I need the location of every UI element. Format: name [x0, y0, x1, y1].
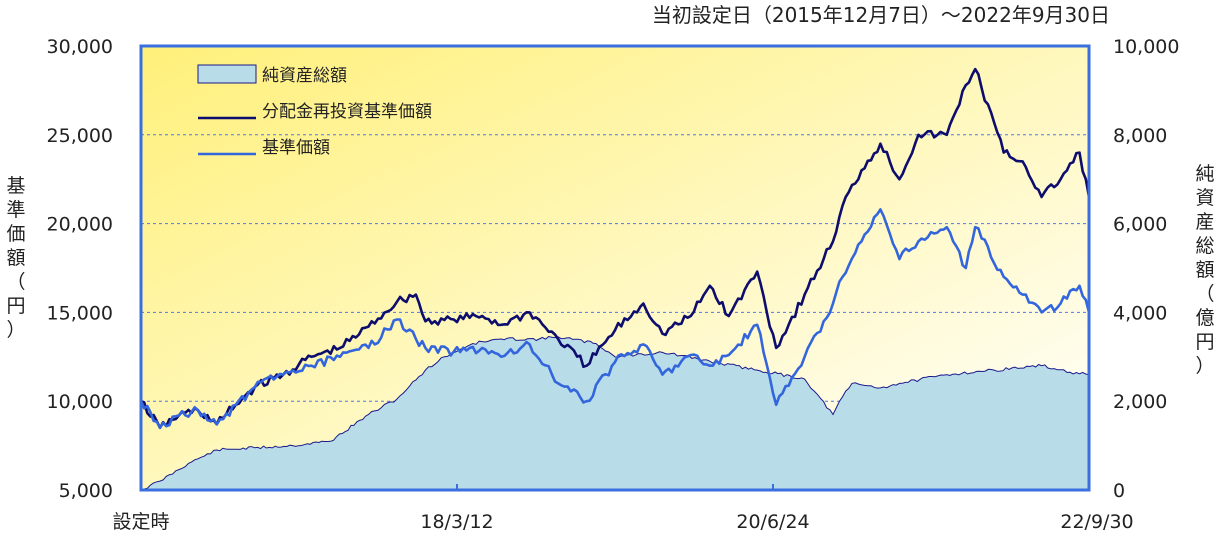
y-right-axis-title-char: ） — [1195, 355, 1214, 377]
y-right-tick-label: 0 — [1113, 480, 1125, 502]
y-left-tick-label: 10,000 — [47, 391, 113, 413]
y-right-tick-label: 10,000 — [1113, 36, 1179, 58]
y-left-axis-title-char: ） — [6, 319, 25, 341]
y-left-tick-label: 15,000 — [47, 302, 113, 324]
y-left-axis-title-char: 価 — [6, 223, 25, 245]
y-right-axis-title-char: 資 — [1195, 187, 1214, 209]
y-right-tick-label: 4,000 — [1113, 302, 1167, 324]
y-right-axis-title-char: （ — [1195, 283, 1214, 305]
y-right-axis-title-char: 純 — [1195, 163, 1214, 185]
y-right-axis-title-char: 産 — [1195, 211, 1214, 233]
x-tick-label: 20/6/24 — [736, 511, 809, 533]
legend-label: 分配金再投資基準価額 — [262, 102, 432, 122]
legend-swatch-net-assets — [197, 64, 257, 84]
y-left-tick-label: 30,000 — [47, 36, 113, 58]
series-nav-line — [139, 208, 1091, 430]
x-tick-label: 18/3/12 — [420, 511, 493, 533]
y-right-axis-title-char: 額 — [1195, 259, 1214, 281]
chart-title: 当初設定日（2015年12月7日）～2022年9月30日 — [652, 3, 1110, 27]
legend-label: 純資産総額 — [262, 66, 347, 86]
x-tick-label: 22/9/30 — [1060, 511, 1133, 533]
series-layer — [139, 67, 1091, 491]
legend-label: 基準価額 — [262, 138, 330, 158]
series-net-assets-area — [140, 335, 1090, 491]
y-left-axis-title-char: 円 — [6, 295, 25, 317]
plot-frame — [139, 44, 1091, 492]
y-right-axis-title-char: 総 — [1195, 235, 1214, 257]
x-tick-label: 設定時 — [112, 511, 169, 533]
y-right-tick-label: 8,000 — [1113, 125, 1167, 147]
y-left-axis-title-char: 額 — [6, 247, 25, 269]
y-left-axis-title-char: 準 — [6, 199, 25, 221]
y-left-tick-label: 20,000 — [47, 214, 113, 236]
y-left-axis-title-char: 基 — [6, 175, 25, 197]
y-right-axis-title-char: 円 — [1195, 331, 1214, 353]
y-left-axis-title-char: （ — [6, 271, 25, 293]
y-right-axis-title-char: 億 — [1195, 307, 1214, 329]
y-left-tick-label: 5,000 — [59, 480, 113, 502]
series-reinvested-nav-line — [140, 67, 1091, 430]
y-left-tick-label: 25,000 — [47, 125, 113, 147]
y-right-tick-label: 6,000 — [1113, 214, 1167, 236]
axes: 30,000 25,000 20,000 15,000 10,000 5,000 10,00… — [6, 36, 1214, 533]
y-right-tick-label: 2,000 — [1113, 391, 1167, 413]
